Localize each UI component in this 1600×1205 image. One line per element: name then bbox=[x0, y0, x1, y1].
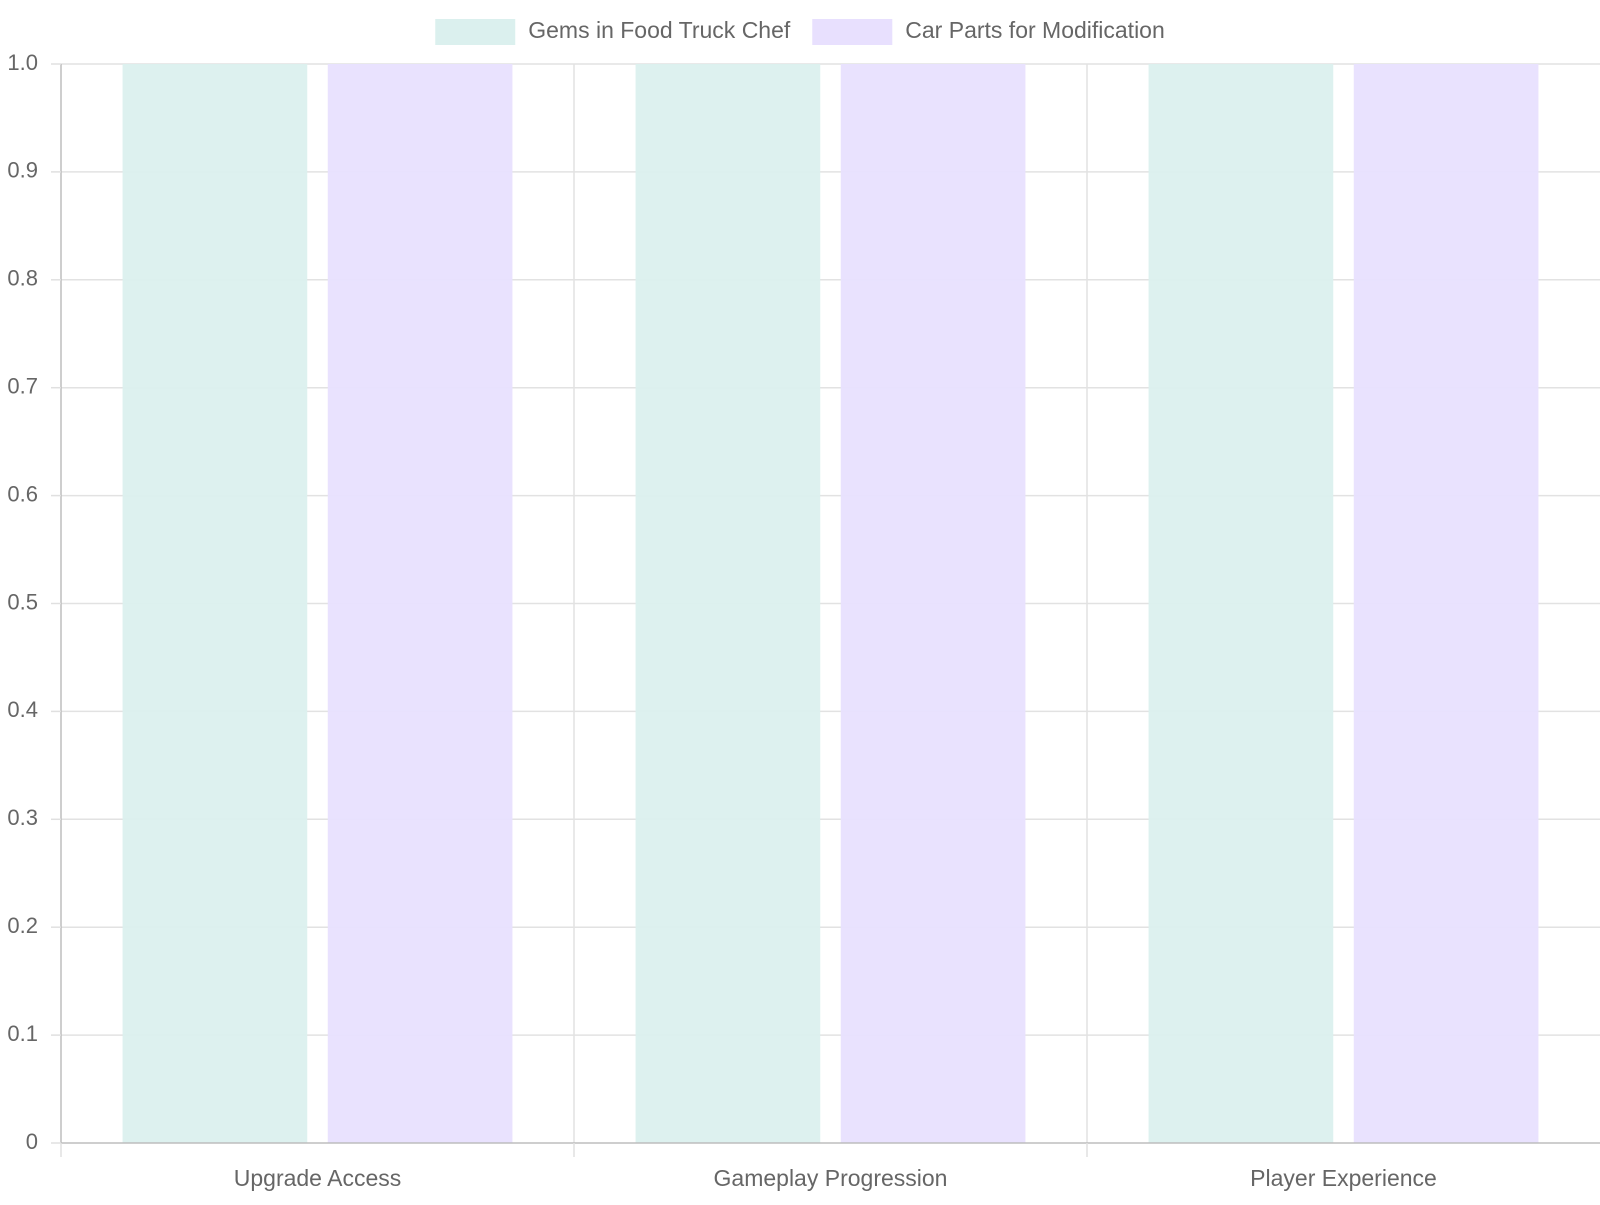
y-tick-label: 0 bbox=[26, 1129, 38, 1154]
y-tick-label: 0.5 bbox=[7, 589, 38, 614]
bar-1-2 bbox=[1353, 64, 1539, 1143]
legend-swatch bbox=[435, 19, 516, 45]
legend[interactable]: Gems in Food Truck Chef Car Parts for Mod… bbox=[435, 17, 1165, 45]
y-tick-label: 0.8 bbox=[7, 266, 38, 291]
bar-0-2 bbox=[1148, 64, 1334, 1143]
bar-0-0 bbox=[122, 64, 308, 1143]
bar-1-0 bbox=[327, 64, 513, 1143]
grid bbox=[61, 63, 1600, 1143]
y-tick-label: 0.6 bbox=[7, 481, 38, 506]
bar-0-1 bbox=[635, 64, 821, 1143]
y-tick-label: 1.0 bbox=[7, 50, 38, 75]
legend-swatch bbox=[812, 19, 893, 45]
legend-item-1[interactable]: Car Parts for Modification bbox=[812, 17, 1165, 45]
bars bbox=[122, 64, 1539, 1143]
legend-label: Gems in Food Truck Chef bbox=[528, 17, 791, 43]
y-tick-label: 0.2 bbox=[7, 913, 38, 938]
bar-1-1 bbox=[840, 64, 1026, 1143]
y-tick-label: 0.7 bbox=[7, 374, 38, 399]
y-tick-label: 0.3 bbox=[7, 805, 38, 830]
x-tick-label: Upgrade Access bbox=[234, 1165, 401, 1191]
y-tick-label: 0.1 bbox=[7, 1021, 38, 1046]
y-tick-label: 0.4 bbox=[7, 697, 38, 722]
x-tick-label: Player Experience bbox=[1250, 1165, 1437, 1191]
y-tick-label: 0.9 bbox=[7, 158, 38, 183]
axes: 0 0.1 0.2 0.3 0.4 0.5 0.6 0.7 0.8 0.9 1.0 Upgrade A… bbox=[7, 50, 1600, 1191]
x-tick-label: Gameplay Progression bbox=[714, 1165, 948, 1191]
legend-item-0[interactable]: Gems in Food Truck Chef bbox=[435, 17, 791, 45]
legend-label: Car Parts for Modification bbox=[905, 17, 1164, 43]
